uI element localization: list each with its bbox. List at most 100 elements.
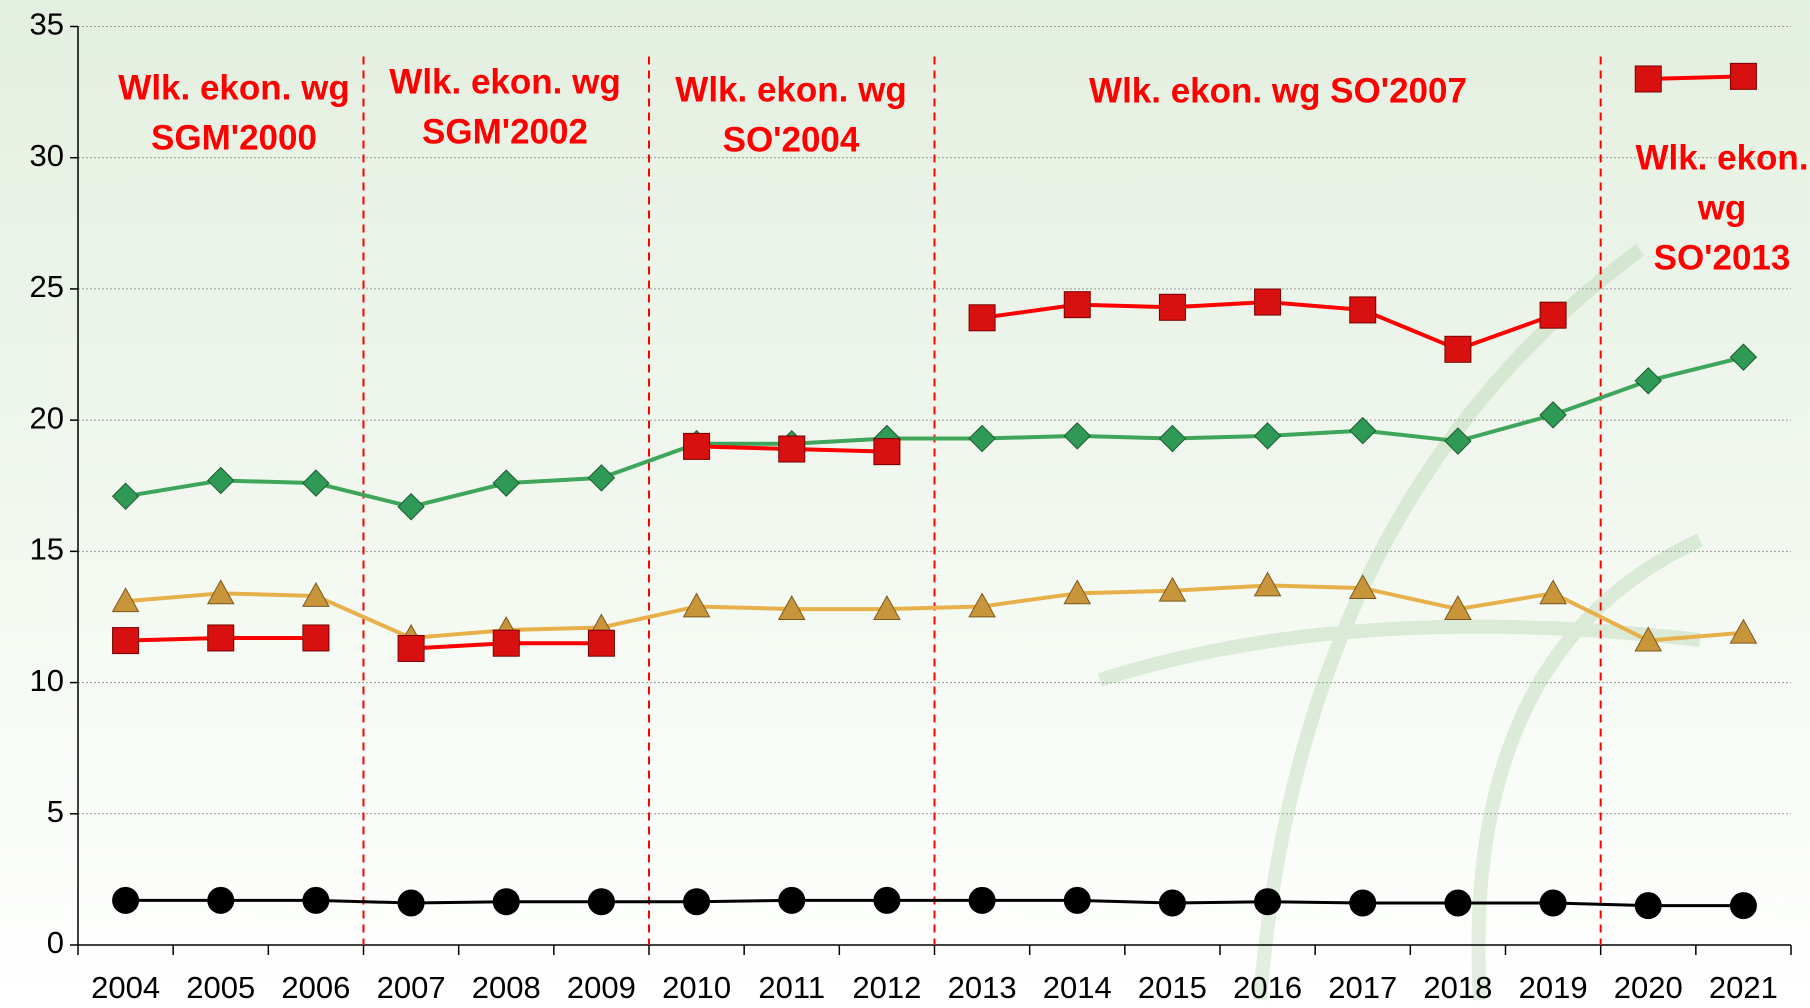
x-tick-label: 2008	[472, 970, 541, 1005]
point	[111, 587, 140, 613]
point	[1729, 618, 1758, 644]
point	[1729, 62, 1757, 90]
x-tick-label: 2010	[662, 970, 731, 1005]
point	[207, 624, 235, 652]
point	[587, 629, 615, 657]
y-tick-label: 0	[47, 925, 64, 960]
x-tick-label: 2005	[186, 970, 255, 1005]
point	[302, 469, 330, 497]
point	[778, 435, 806, 463]
point	[207, 886, 235, 914]
point	[397, 493, 425, 521]
point	[1539, 579, 1567, 605]
point	[302, 886, 330, 914]
point	[873, 438, 901, 466]
point	[1634, 892, 1662, 920]
x-tick-label: 2011	[758, 970, 825, 1005]
point	[968, 424, 996, 453]
x-tick-label: 2007	[377, 970, 446, 1005]
point	[112, 627, 140, 655]
point	[1729, 892, 1757, 920]
point	[397, 889, 425, 917]
series-line	[125, 898, 1744, 908]
x-tick-label: 2013	[948, 970, 1017, 1005]
x-tick-label: 2006	[281, 970, 350, 1005]
point	[1158, 424, 1187, 453]
annotation: SGM'2002	[422, 112, 588, 151]
annotation: SGM'2000	[151, 118, 317, 157]
point	[1063, 422, 1091, 450]
point	[1444, 595, 1472, 620]
point	[1253, 422, 1282, 450]
point	[1348, 574, 1377, 599]
point	[1349, 889, 1377, 917]
point	[112, 886, 140, 914]
point	[1063, 579, 1092, 605]
annotation: SO'2013	[1654, 238, 1791, 277]
point	[968, 304, 996, 332]
point	[1729, 343, 1758, 371]
point	[777, 595, 806, 620]
point	[1444, 335, 1472, 363]
point	[873, 595, 901, 620]
point	[683, 432, 711, 460]
point	[968, 886, 996, 914]
x-tick-label: 2015	[1138, 970, 1207, 1005]
point	[397, 634, 425, 662]
x-tick-label: 2012	[852, 970, 921, 1005]
point	[492, 629, 520, 657]
point	[1349, 416, 1377, 445]
point	[1634, 65, 1662, 93]
point	[968, 592, 996, 618]
point	[206, 579, 235, 605]
series-line	[1648, 74, 1744, 81]
point	[492, 888, 520, 916]
x-tick-label: 2004	[91, 970, 160, 1005]
point	[1063, 886, 1091, 914]
x-tick-label: 2017	[1328, 970, 1397, 1005]
annotation: Wlk. ekon. wg SO'2007	[1089, 71, 1467, 110]
point	[587, 464, 616, 492]
y-tick-label: 10	[30, 663, 64, 698]
point	[1539, 401, 1567, 429]
x-tick-label: 2018	[1423, 970, 1492, 1005]
point	[207, 466, 235, 495]
point	[683, 888, 711, 916]
point	[873, 886, 901, 914]
point	[1444, 427, 1472, 455]
point	[1539, 889, 1567, 917]
y-tick-label: 15	[30, 532, 64, 567]
point	[587, 888, 615, 916]
annotation: wg	[1697, 188, 1747, 227]
point	[1254, 888, 1282, 916]
point	[1634, 626, 1663, 652]
point	[1349, 296, 1377, 324]
point	[778, 886, 806, 914]
annotation: Wlk. ekon.	[1635, 138, 1808, 177]
point	[1253, 571, 1282, 597]
y-tick-label: 25	[30, 269, 64, 304]
point	[1634, 367, 1662, 395]
point	[1158, 889, 1186, 917]
annotation: Wlk. ekon. wg	[675, 70, 906, 109]
point	[1158, 576, 1187, 602]
annotation: Wlk. ekon. wg	[118, 68, 349, 107]
point	[1539, 301, 1567, 329]
point	[682, 592, 711, 618]
annotation: SO'2004	[723, 120, 860, 159]
y-tick-label: 20	[30, 400, 64, 435]
annotation: Wlk. ekon. wg	[389, 62, 620, 101]
x-tick-label: 2016	[1233, 970, 1302, 1005]
point	[1158, 293, 1186, 321]
x-tick-label: 2014	[1043, 970, 1112, 1005]
x-tick-label: 2021	[1709, 970, 1778, 1005]
y-tick-label: 30	[30, 138, 64, 173]
point	[492, 469, 520, 497]
x-tick-label: 2019	[1519, 970, 1588, 1005]
x-tick-label: 2020	[1614, 970, 1683, 1005]
series-line	[125, 355, 1744, 509]
point	[302, 624, 330, 652]
point	[111, 482, 140, 510]
